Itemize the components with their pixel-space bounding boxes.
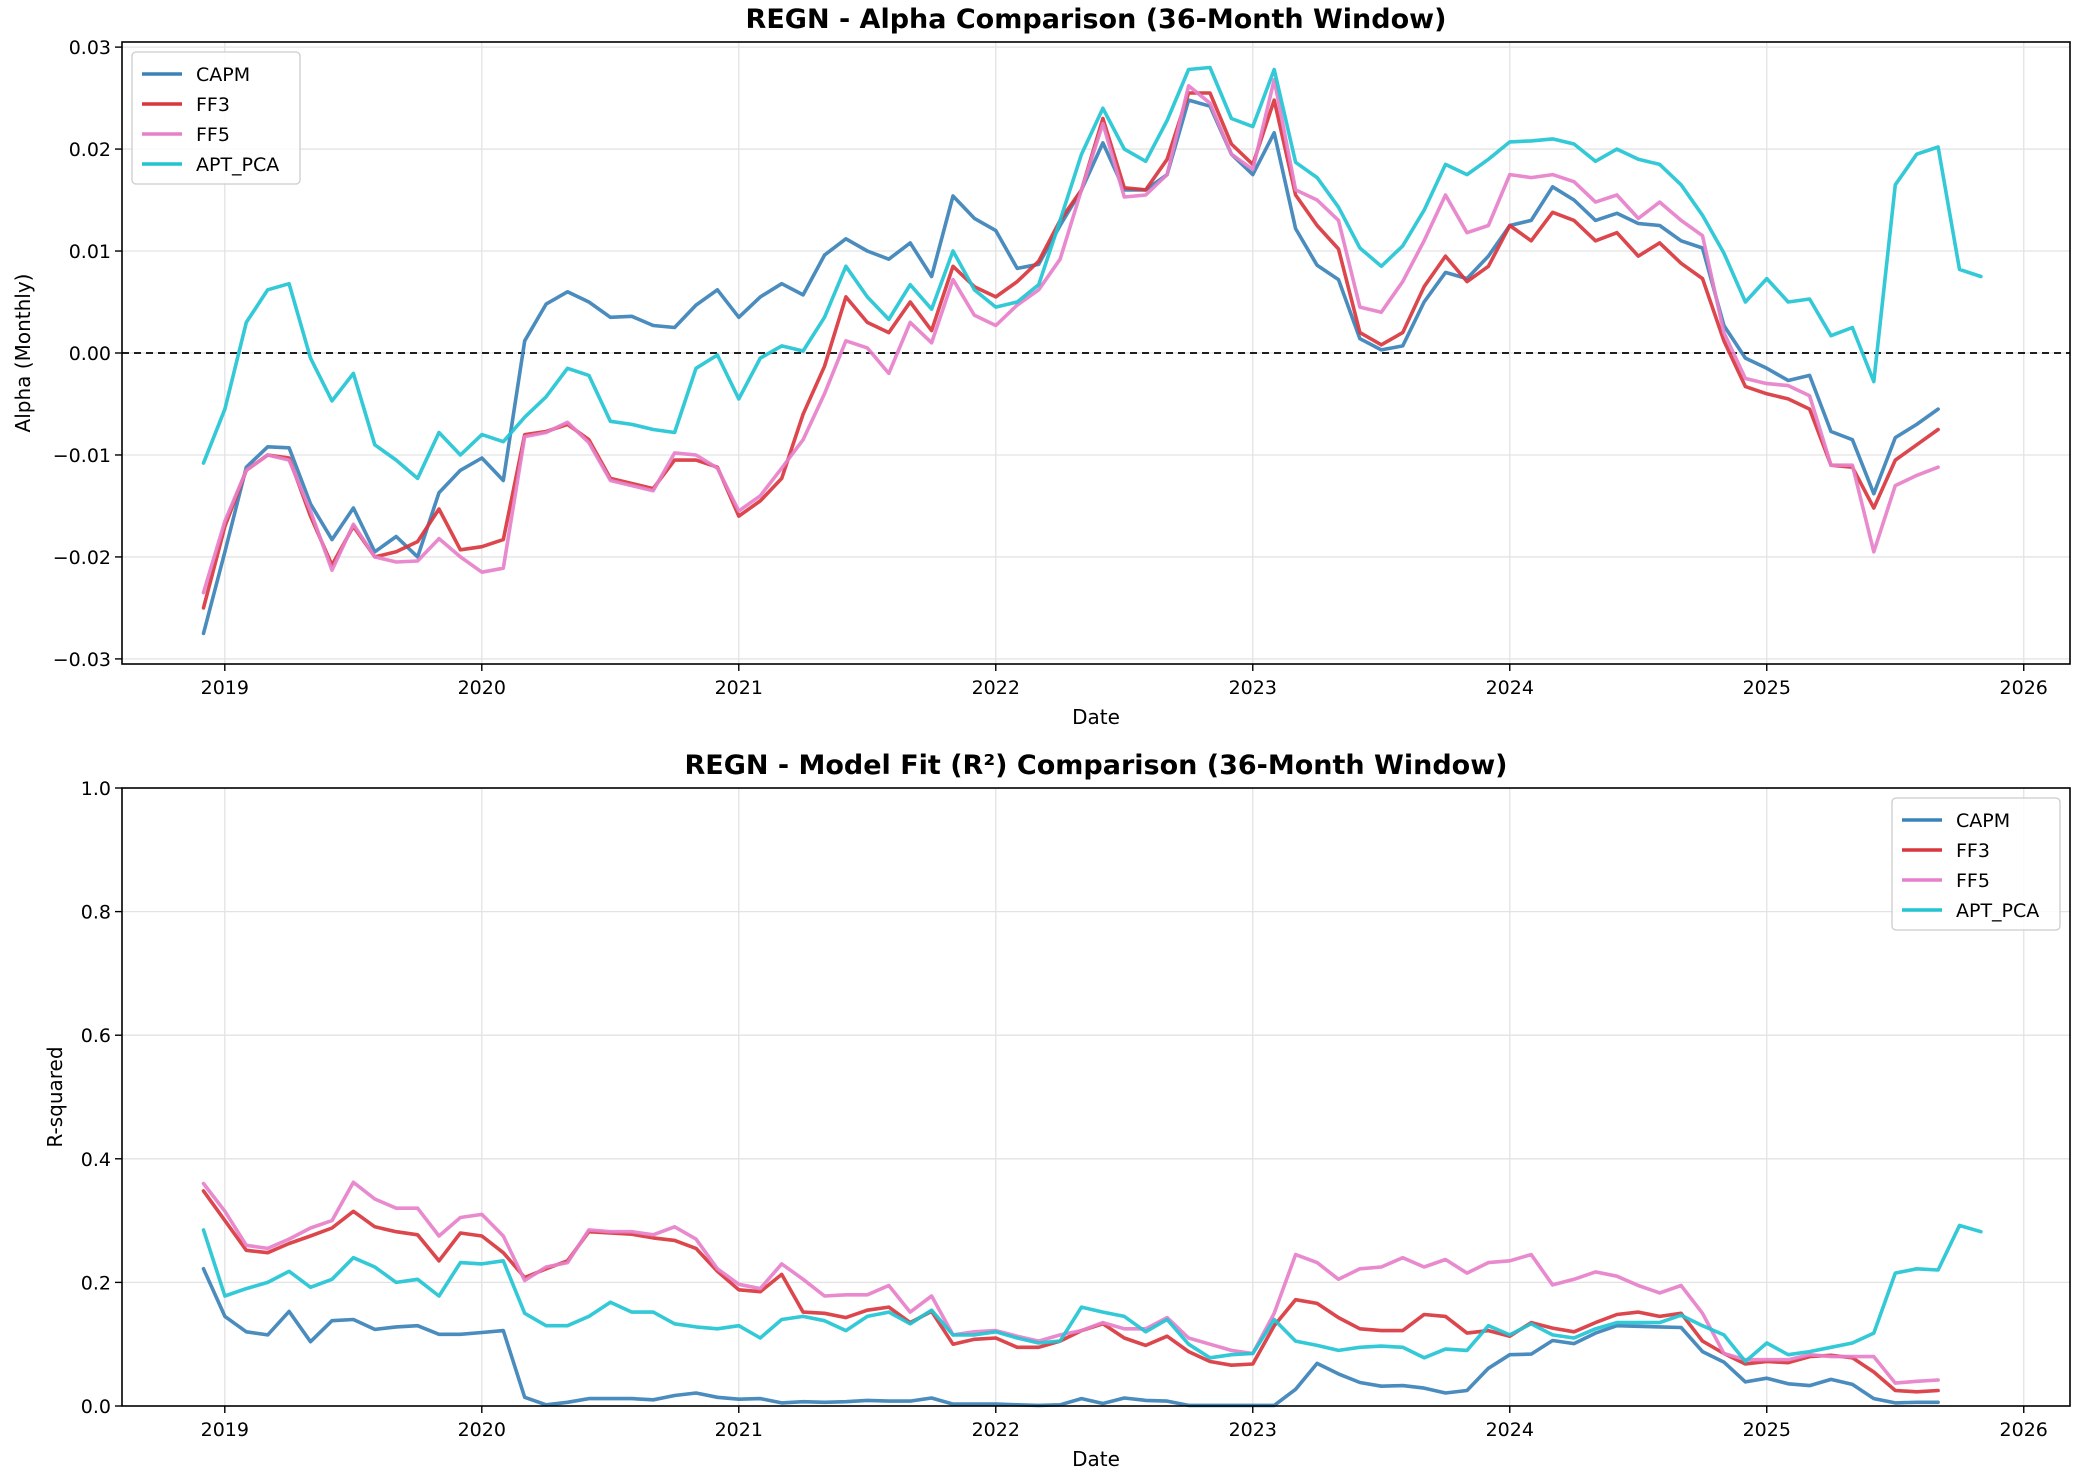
r-squared-xtick-label: 2021: [715, 1419, 763, 1441]
r-squared-ytick-label: 0.6: [81, 1025, 111, 1047]
alpha-series-line-apt-pca: [201, 65, 1983, 481]
r-squared-series-line-ff5: [201, 1180, 1940, 1385]
alpha-chart-title: REGN - Alpha Comparison (36-Month Window…: [746, 4, 1447, 35]
alpha-ytick-label: 0.02: [69, 139, 111, 161]
alpha-legend-label: FF3: [196, 94, 230, 116]
alpha-xtick-label: 2022: [972, 677, 1020, 699]
r-squared-chart-series: [201, 1180, 1983, 1408]
r-squared-xtick-label: 2025: [1743, 1419, 1791, 1441]
alpha-legend-label: APT_PCA: [196, 154, 279, 176]
alpha-chart-xlabel: Date: [1072, 705, 1120, 729]
alpha-xtick-label: 2026: [2000, 677, 2048, 699]
r-squared-xtick-label: 2024: [1486, 1419, 1534, 1441]
alpha-legend-box: [131, 51, 301, 185]
r-squared-xtick-label: 2020: [458, 1419, 506, 1441]
alpha-xtick-label: 2024: [1486, 677, 1534, 699]
r-squared-ytick-label: 0.2: [81, 1272, 111, 1294]
alpha-ytick-label: 0.01: [69, 241, 111, 263]
alpha-series-line-ff5: [201, 77, 1940, 595]
alpha-xtick-label: 2021: [715, 677, 763, 699]
alpha-chart-ticks: 2019 2020 2021 2022 2023 2024 2025 2026 −0.03 −0.…: [53, 37, 2048, 699]
alpha-chart-series: [201, 65, 1983, 636]
alpha-ytick-label: 0.00: [69, 343, 111, 365]
r-squared-chart-frame: [121, 787, 2071, 1407]
r-squared-xtick-label: 2023: [1229, 1419, 1277, 1441]
alpha-ytick-label: −0.02: [53, 547, 111, 569]
r-squared-ytick-label: 1.0: [81, 778, 111, 800]
alpha-series-line-ff3: [201, 91, 1940, 610]
r-squared-ytick-label: 0.8: [81, 902, 111, 924]
alpha-xtick-label: 2019: [201, 677, 249, 699]
r-squared-ytick-label: 0.4: [81, 1149, 111, 1171]
r-squared-series-line-ff3: [201, 1189, 1940, 1394]
alpha-xtick-label: 2025: [1743, 677, 1791, 699]
alpha-xtick-label: 2023: [1229, 677, 1277, 699]
r-squared-xtick-label: 2019: [201, 1419, 249, 1441]
alpha-legend-label: FF5: [196, 124, 230, 146]
r-squared-legend-label: FF5: [1956, 870, 1990, 892]
r-squared-chart-ylabel: R-squared: [43, 1046, 67, 1147]
r-squared-chart-xlabel: Date: [1072, 1447, 1120, 1471]
r-squared-series-line-capm: [201, 1267, 1940, 1408]
r-squared-legend-label: CAPM: [1956, 810, 2010, 832]
r-squared-legend-box: [1891, 797, 2061, 931]
r-squared-ytick-label: 0.0: [81, 1396, 111, 1418]
alpha-ytick-label: −0.01: [53, 445, 111, 467]
r-squared-chart: 2019 2020 2021 2022 2023 2024 2025 2026 0.0 0.2 0.…: [43, 750, 2071, 1471]
r-squared-series-line-apt-pca: [201, 1223, 1983, 1364]
r-squared-chart-legend: CAPM FF3 FF5 APT_PCA: [1891, 797, 2061, 931]
alpha-ytick-label: 0.03: [69, 37, 111, 59]
r-squared-legend-label: FF3: [1956, 840, 1990, 862]
r-squared-legend-label: APT_PCA: [1956, 900, 2039, 922]
r-squared-xtick-label: 2022: [972, 1419, 1020, 1441]
r-squared-xtick-label: 2026: [2000, 1419, 2048, 1441]
r-squared-chart-title: REGN - Model Fit (R²) Comparison (36-Mon…: [685, 750, 1508, 781]
alpha-legend-label: CAPM: [196, 64, 250, 86]
alpha-chart-ylabel: Alpha (Monthly): [11, 274, 35, 433]
alpha-ytick-label: −0.03: [53, 649, 111, 671]
alpha-chart-legend: CAPM FF3 FF5 APT_PCA: [131, 51, 301, 185]
alpha-chart: 2019 2020 2021 2022 2023 2024 2025 2026 −0.03 −0.…: [11, 4, 2071, 729]
r-squared-chart-ticks: 2019 2020 2021 2022 2023 2024 2025 2026 0.0 0.2 0.…: [81, 778, 2048, 1441]
alpha-xtick-label: 2020: [458, 677, 506, 699]
